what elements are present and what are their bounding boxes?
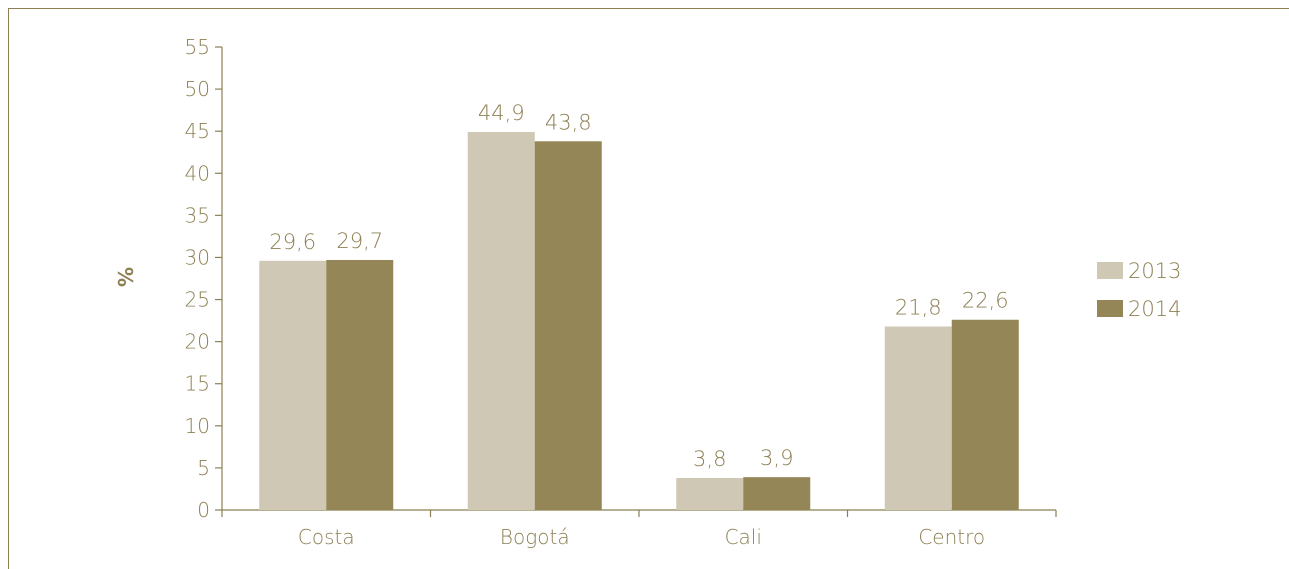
y-tick-label: 35 [185,203,210,227]
y-tick-label: 10 [185,414,210,438]
bar-2013-costa [259,260,327,510]
x-category-label: Centro [918,525,985,549]
y-tick-label: 25 [185,288,210,312]
legend: 2013 2014 [1097,259,1181,321]
y-tick-label: 30 [185,245,210,269]
value-labels: 29,6 29,7 44,9 43,8 3,8 3,9 21,8 22,6 [269,101,1008,471]
y-tick-label: 0 [197,498,210,522]
bar-2014-costa [326,259,394,510]
data-label: 3,8 [693,447,726,471]
y-tick-label: 45 [185,119,210,143]
data-label: 29,7 [336,229,383,253]
data-label: 3,9 [760,446,793,470]
legend-swatch [1097,300,1123,317]
bar-2014-cali [743,477,811,510]
legend-label: 2013 [1128,259,1181,283]
data-label: 29,6 [269,230,316,254]
data-label: 43,8 [545,110,592,134]
data-label: 22,6 [962,289,1009,313]
x-category-label: Costa [298,525,355,549]
bar-2014-bogotá [534,141,602,510]
y-axis: 0 5 10 15 20 25 30 35 40 45 50 55 [185,35,223,522]
y-axis-label: % [114,267,138,287]
bars [259,132,1019,511]
legend-swatch [1097,262,1123,279]
bar-2013-cali [676,478,744,510]
y-tick-label: 50 [185,77,210,101]
bar-2013-bogotá [467,132,535,511]
bar-2013-centro [884,326,952,510]
bar-2014-centro [951,319,1019,510]
data-label: 21,8 [895,295,942,319]
x-category-label: Bogotá [500,525,570,549]
x-axis: Costa Bogotá Cali Centro [221,509,1057,549]
y-tick-label: 15 [185,372,210,396]
x-category-label: Cali [725,525,762,549]
data-label: 44,9 [478,101,525,125]
y-tick-label: 40 [185,161,210,185]
y-tick-label: 20 [185,330,210,354]
legend-label: 2014 [1128,297,1181,321]
chart-frame [8,8,1289,569]
y-tick-label: 5 [197,456,210,480]
y-tick-label: 55 [185,35,210,59]
